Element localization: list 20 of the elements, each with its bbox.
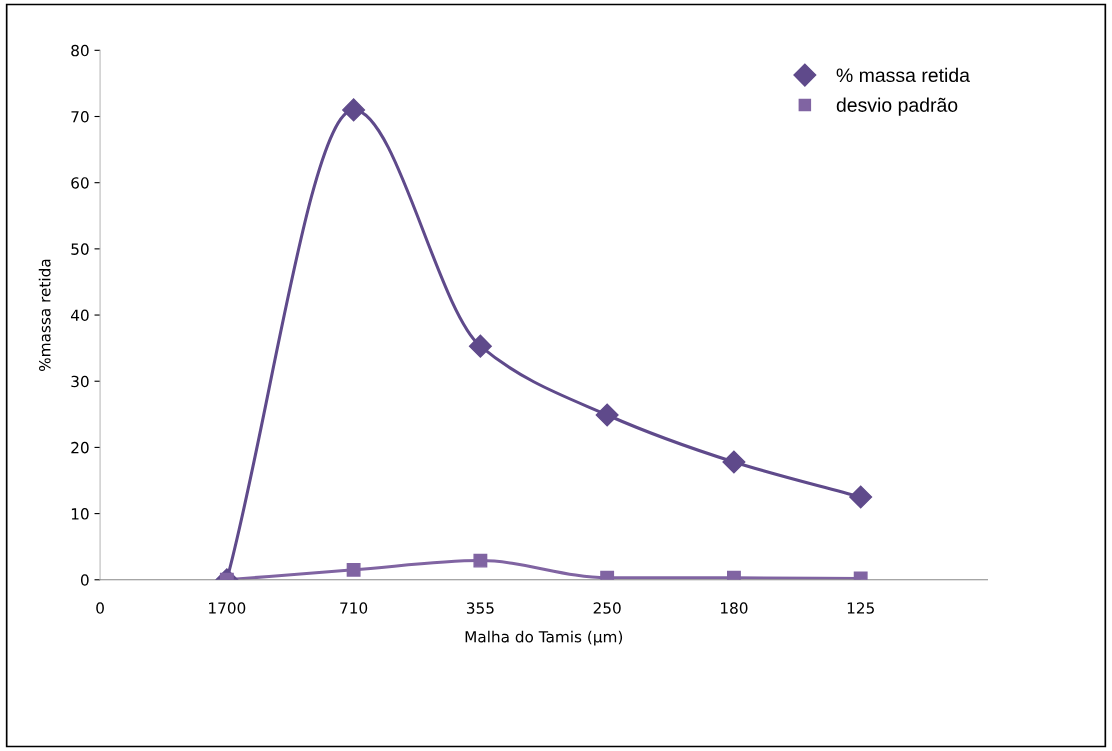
x-tick-label: 125: [847, 602, 874, 614]
y-tick-label: 30: [71, 375, 89, 388]
y-tick-label: 60: [71, 177, 89, 189]
y-tick-label: 80: [71, 44, 89, 57]
y-tick-label: 10: [71, 508, 89, 520]
x-tick-label: 180: [721, 602, 748, 614]
y-tick-label: 70: [71, 110, 89, 123]
x-tick-label: 0: [96, 602, 104, 614]
legend-label: desvio padrão: [836, 97, 958, 116]
x-axis-title: Malha do Tamis (µm): [465, 630, 623, 646]
y-axis-title: %massa retida: [38, 259, 51, 371]
y-tick-label: 50: [71, 243, 89, 255]
y-tick-label: 40: [70, 309, 89, 322]
y-tick-label: 0: [80, 574, 89, 586]
y-tick-label: 20: [71, 441, 89, 454]
x-tick-label: 1700: [209, 602, 246, 614]
legend-label: % massa retida: [836, 67, 970, 83]
x-tick-label: 250: [593, 602, 621, 614]
x-tick-label: 355: [466, 602, 494, 614]
x-tick-label: 710: [340, 602, 368, 614]
